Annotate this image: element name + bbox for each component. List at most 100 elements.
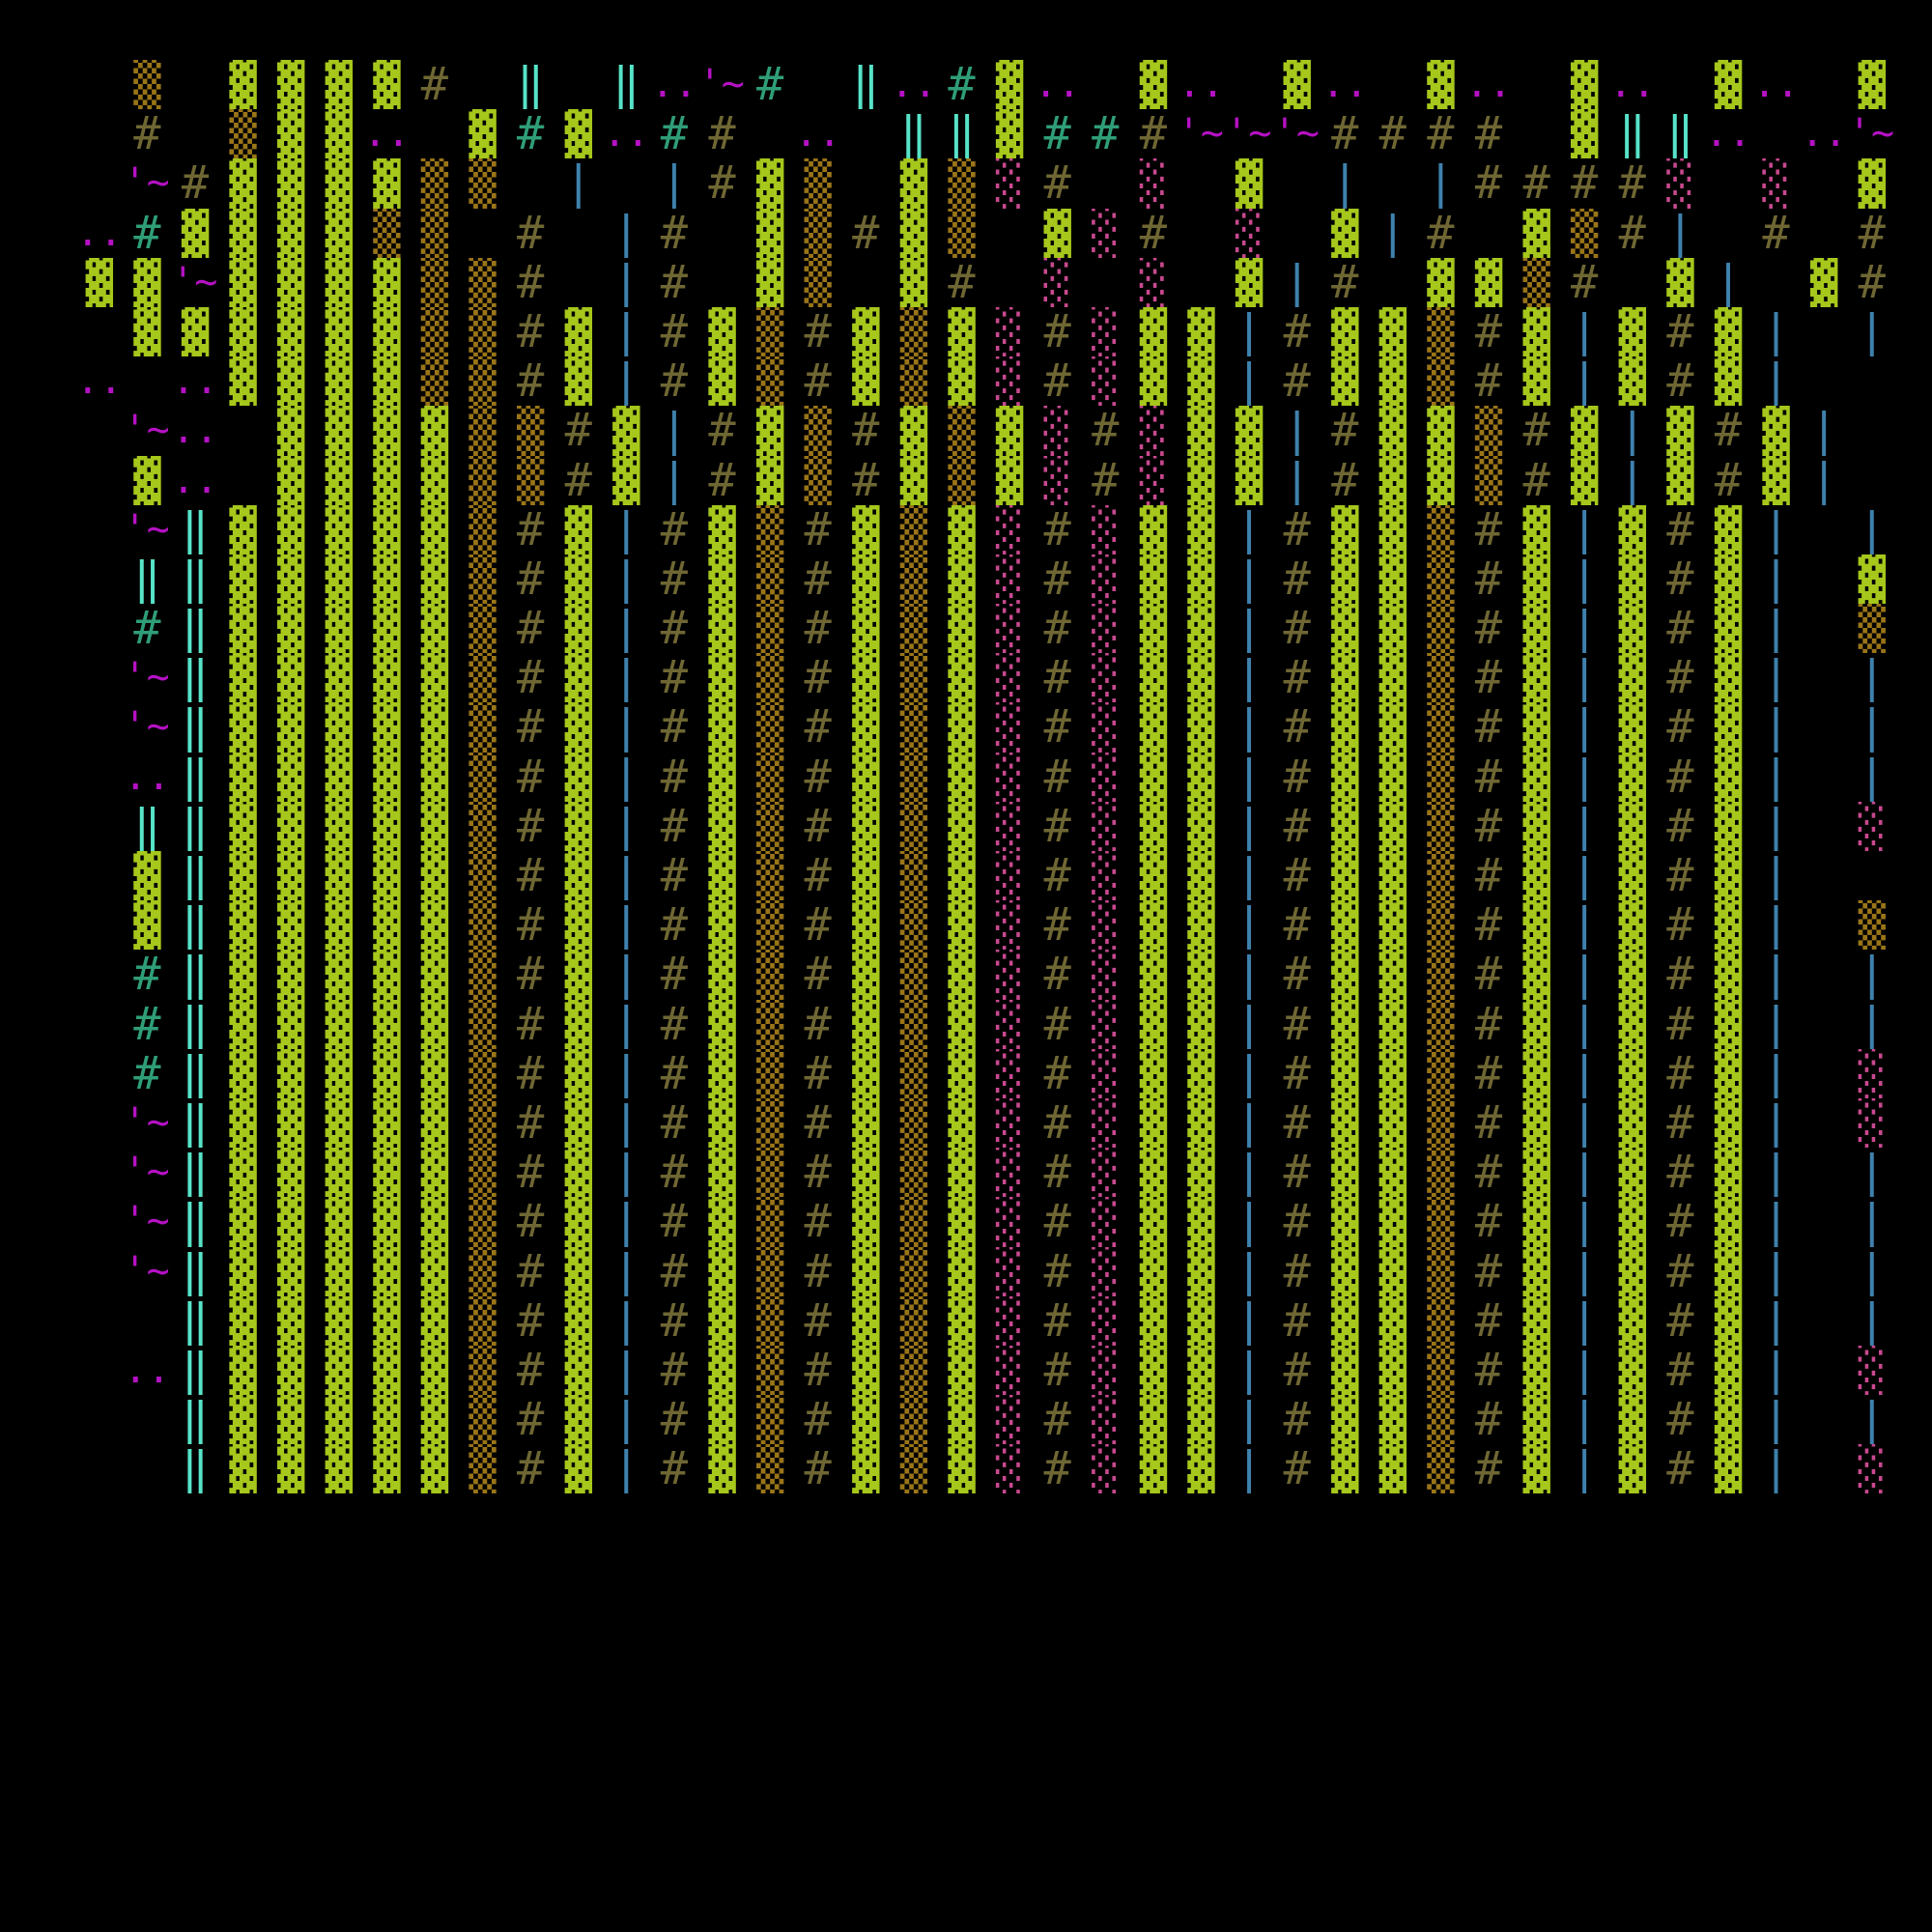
glyph-dark-shade-green: ▓ xyxy=(852,306,880,357)
glyph-bar-blue: | xyxy=(1283,406,1311,456)
glyph-dark-shade-green: ▓ xyxy=(1858,60,1886,110)
glyph-bar-blue: | xyxy=(612,801,640,851)
glyph-dark-shade-green: ▓ xyxy=(1618,504,1646,554)
glyph-bar-blue: | xyxy=(1762,504,1790,554)
glyph-dark-shade-green: ▓ xyxy=(948,999,976,1049)
glyph-hash-olive: # xyxy=(804,1295,832,1346)
glyph-blank xyxy=(1752,109,1801,158)
glyph-medium-shade-gold: ▒ xyxy=(804,257,832,307)
glyph-dark-shade-green: ▓ xyxy=(564,900,592,951)
glyph-hash-olive: # xyxy=(1571,158,1599,209)
glyph-bar-blue: | xyxy=(1571,999,1599,1049)
glyph-medium-shade-gold: ▒ xyxy=(420,158,449,209)
glyph-dark-shade-green: ▓ xyxy=(564,1048,592,1098)
glyph-dark-shade-green: ▓ xyxy=(1618,604,1646,654)
glyph-dark-shade-green: ▓ xyxy=(1235,455,1264,505)
glyph-dark-shade-green: ▓ xyxy=(708,604,736,654)
glyph-hash-olive: # xyxy=(1474,1444,1503,1494)
glyph-dark-shade-green: ▓ xyxy=(948,752,976,802)
glyph-dark-shade-green: ▓ xyxy=(373,604,401,654)
glyph-light-shade-pink: ░ xyxy=(1043,257,1071,307)
glyph-dark-shade-green: ▓ xyxy=(277,1345,305,1396)
glyph-double-bar-cyan: ‖ xyxy=(181,1395,210,1445)
glyph-bar-blue: | xyxy=(564,158,592,209)
glyph-hash-olive: # xyxy=(1043,306,1071,357)
glyph-dark-shade-green: ▓ xyxy=(1714,752,1743,802)
glyph-dark-shade-green: ▓ xyxy=(899,455,928,505)
glyph-hash-olive: # xyxy=(1043,851,1071,901)
glyph-dark-shade-green: ▓ xyxy=(708,801,736,851)
glyph-blank xyxy=(75,653,124,702)
glyph-bar-blue: | xyxy=(1858,1197,1886,1247)
glyph-medium-shade-gold: ▒ xyxy=(899,851,928,901)
glyph-dark-shade-green: ▓ xyxy=(1522,554,1550,605)
glyph-hash-olive: # xyxy=(1043,1444,1071,1494)
glyph-hash-olive: # xyxy=(1283,504,1311,554)
glyph-blank xyxy=(1800,1346,1848,1395)
glyph-blank xyxy=(75,554,124,604)
glyph-bar-blue: | xyxy=(1235,702,1264,753)
glyph-bar-blue: | xyxy=(1571,356,1599,407)
glyph-dark-shade-green: ▓ xyxy=(1187,455,1215,505)
glyph-blank xyxy=(842,258,891,307)
glyph-bar-blue: | xyxy=(1762,356,1790,407)
glyph-medium-shade-gold: ▒ xyxy=(755,702,784,753)
glyph-hash-olive: # xyxy=(516,653,545,703)
glyph-dark-shade-green: ▓ xyxy=(852,1444,880,1494)
glyph-hash-olive: # xyxy=(1666,1295,1694,1346)
glyph-bar-blue: | xyxy=(1762,554,1790,605)
glyph-dark-shade-green: ▓ xyxy=(1714,1048,1743,1098)
glyph-light-shade-pink: ░ xyxy=(1092,1148,1120,1198)
glyph-dark-shade-green: ▓ xyxy=(1522,1295,1550,1346)
glyph-blank xyxy=(1800,1000,1848,1049)
glyph-hash-olive: # xyxy=(516,1197,545,1247)
glyph-hash-olive: # xyxy=(1378,109,1406,159)
glyph-hash-olive: # xyxy=(660,950,689,1000)
glyph-hash-olive: # xyxy=(516,604,545,654)
glyph-dark-shade-green: ▓ xyxy=(1571,455,1599,505)
glyph-hash-olive: # xyxy=(804,356,832,407)
grid-row: ▓▓'~'▓▓▓▓▒▒# |# ▓▒ ▓# ░ ░ ▓|# ▓▓▒# ▓| ▓# xyxy=(75,257,1886,307)
glyph-bar-blue: | xyxy=(612,1097,640,1149)
glyph-hash-olive: # xyxy=(1043,1295,1071,1346)
glyph-double-bar-cyan: ‖ xyxy=(181,1148,210,1198)
glyph-light-shade-pink: ░ xyxy=(1092,1295,1120,1346)
glyph-blank xyxy=(75,1148,124,1197)
glyph-medium-shade-gold: ▒ xyxy=(899,801,928,851)
glyph-hash-olive: # xyxy=(804,653,832,703)
glyph-blank xyxy=(1848,406,1896,455)
glyph-hash-olive: # xyxy=(1571,257,1599,307)
glyph-medium-shade-gold: ▒ xyxy=(755,1295,784,1346)
glyph-hash-olive: # xyxy=(516,1345,545,1396)
glyph-dark-shade-green: ▓ xyxy=(277,950,305,1000)
glyph-tilde-magenta: '~' xyxy=(171,259,219,304)
glyph-dark-shade-green: ▓ xyxy=(1714,604,1743,654)
glyph-bar-blue: | xyxy=(1762,999,1790,1049)
grid-row: # ‖ ▓ ▓ ▓ ▓ ▓ ▒ # ▓ | # ▓ ▒ # ▓ ▒ ▓ ░ # ░ ▓ ▓ | # ▓ ▓ ▒ # ▓ | ▓ # ▓ | ▒ xyxy=(75,604,1886,654)
glyph-hash-olive: # xyxy=(1043,1395,1071,1445)
glyph-hash-olive: # xyxy=(1043,604,1071,654)
glyph-hash-olive: # xyxy=(1522,406,1550,456)
glyph-dark-shade-green: ▓ xyxy=(229,1295,257,1346)
glyph-bar-blue: | xyxy=(1571,1246,1599,1296)
glyph-blank xyxy=(842,109,891,158)
glyph-dark-shade-green: ▓ xyxy=(708,1048,736,1098)
glyph-medium-shade-gold: ▒ xyxy=(1474,406,1503,456)
glyph-hash-olive: # xyxy=(1474,801,1503,851)
glyph-medium-shade-gold: ▒ xyxy=(1427,702,1455,753)
glyph-dark-shade-green: ▓ xyxy=(1187,801,1215,851)
glyph-light-shade-pink: ░ xyxy=(995,1444,1024,1494)
glyph-dark-shade-green: ▓ xyxy=(373,504,401,554)
glyph-dark-shade-green: ▓ xyxy=(229,1148,257,1198)
glyph-dark-shade-green: ▓ xyxy=(420,604,449,654)
glyph-dark-shade-green: ▓ xyxy=(948,1345,976,1396)
grid-row: ‖ ▓ ▓ ▓ ▓ ▓ ▒ # ▓ | # ▓ ▒ # ▓ ▒ ▓ ░ # ░ ▓ ▓ | # ▓ ▓ ▒ # ▓ | ▓ # ▓ | ░ xyxy=(75,1444,1886,1494)
glyph-dark-shade-green: ▓ xyxy=(373,1295,401,1346)
glyph-dark-shade-green: ▓ xyxy=(133,257,161,307)
glyph-bar-blue: | xyxy=(1571,554,1599,605)
glyph-blank xyxy=(75,1000,124,1049)
glyph-light-shade-pink: ░ xyxy=(995,158,1024,209)
glyph-light-shade-pink: ░ xyxy=(1858,1345,1886,1396)
glyph-medium-shade-gold: ▒ xyxy=(1427,604,1455,654)
glyph-dark-shade-green: ▓ xyxy=(229,702,257,753)
